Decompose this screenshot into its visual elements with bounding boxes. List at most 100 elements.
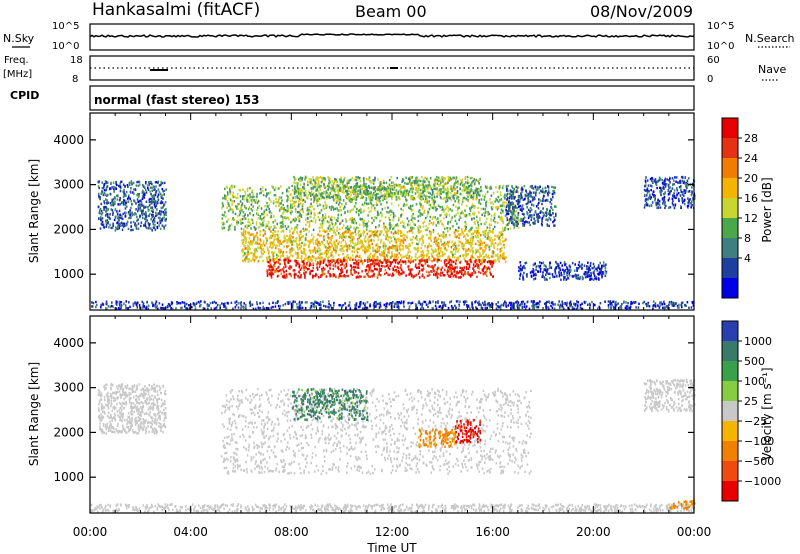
data-cell (451, 272, 453, 276)
data-cell (466, 304, 468, 307)
data-cell (193, 302, 195, 306)
data-cell (658, 306, 661, 309)
data-cell (239, 195, 242, 198)
data-cell (101, 187, 104, 190)
data-cell (378, 273, 380, 276)
data-cell (368, 229, 371, 233)
data-cell (364, 235, 367, 238)
data-cell (481, 301, 484, 305)
data-cell (359, 302, 362, 305)
data-cell (272, 252, 275, 255)
data-cell (491, 264, 494, 267)
data-cell (483, 303, 485, 306)
data-cell (162, 197, 164, 200)
data-cell (266, 201, 268, 205)
data-cell (436, 244, 438, 247)
data-cell (198, 300, 200, 304)
data-cell (101, 223, 104, 226)
data-cell (548, 301, 551, 304)
data-cell (355, 303, 357, 306)
data-cell (337, 262, 339, 265)
data-cell (386, 201, 388, 204)
data-cell (498, 215, 500, 218)
data-cell (323, 207, 326, 211)
data-cell (263, 215, 266, 218)
freq-tick-bottom: 8 (72, 74, 78, 85)
data-cell (370, 202, 373, 205)
data-cell (354, 262, 357, 265)
data-cell (312, 192, 315, 195)
data-cell (284, 216, 287, 219)
data-cell (301, 190, 304, 193)
data-cell (397, 218, 400, 222)
data-cell (543, 302, 546, 305)
data-cell (458, 307, 460, 311)
data-cell (414, 255, 417, 258)
data-cell (299, 237, 301, 240)
data-cell (346, 269, 348, 272)
data-cell (467, 234, 469, 237)
data-cell (375, 250, 378, 253)
data-cell (271, 271, 273, 274)
data-cell (508, 301, 511, 305)
data-cell (386, 259, 389, 262)
data-cell (272, 243, 274, 247)
data-cell (350, 198, 352, 201)
data-cell (253, 195, 255, 199)
data-cell (180, 306, 182, 310)
data-cell (467, 267, 470, 270)
data-cell (292, 300, 295, 303)
data-cell (135, 227, 138, 230)
data-cell (277, 187, 280, 190)
data-cell (389, 222, 391, 225)
data-cell (557, 303, 559, 307)
data-cell (493, 246, 495, 249)
data-cell (273, 188, 276, 192)
data-cell (363, 204, 365, 207)
data-cell (322, 236, 325, 239)
data-cell (332, 226, 335, 229)
data-cell (107, 208, 109, 211)
data-cell (430, 231, 432, 234)
data-cell (286, 188, 288, 191)
data-cell (676, 304, 679, 308)
data-cell (257, 237, 259, 240)
data-cell (277, 230, 279, 233)
data-cell (316, 268, 319, 271)
data-cell (426, 255, 428, 258)
data-cell (397, 307, 400, 310)
data-cell (374, 232, 376, 235)
data-cell (484, 233, 487, 237)
data-cell (431, 265, 434, 269)
data-cell (153, 203, 156, 206)
data-cell (387, 236, 390, 239)
data-cell (296, 195, 298, 198)
data-cell (444, 243, 447, 246)
data-cell (280, 242, 283, 245)
data-cell (304, 200, 306, 203)
data-cell (489, 201, 492, 205)
data-cell (107, 305, 110, 308)
data-cell (350, 272, 352, 275)
data-cell (452, 248, 455, 251)
data-cell (428, 258, 431, 261)
data-cell (366, 250, 369, 253)
data-cell (500, 193, 502, 197)
data-cell (138, 304, 141, 307)
data-cell (208, 304, 210, 307)
data-cell (457, 258, 459, 262)
data-cell (405, 245, 407, 248)
data-cell (231, 184, 234, 188)
data-cell (399, 244, 402, 247)
data-cell (157, 195, 159, 198)
data-cell (269, 242, 271, 245)
data-cell (375, 263, 377, 266)
data-cell (325, 255, 327, 258)
data-cell (140, 200, 143, 203)
data-cell (452, 244, 454, 247)
data-cell (306, 207, 309, 210)
data-cell (294, 240, 297, 243)
data-cell (102, 303, 105, 306)
data-cell (424, 262, 427, 266)
data-cell (635, 306, 637, 309)
